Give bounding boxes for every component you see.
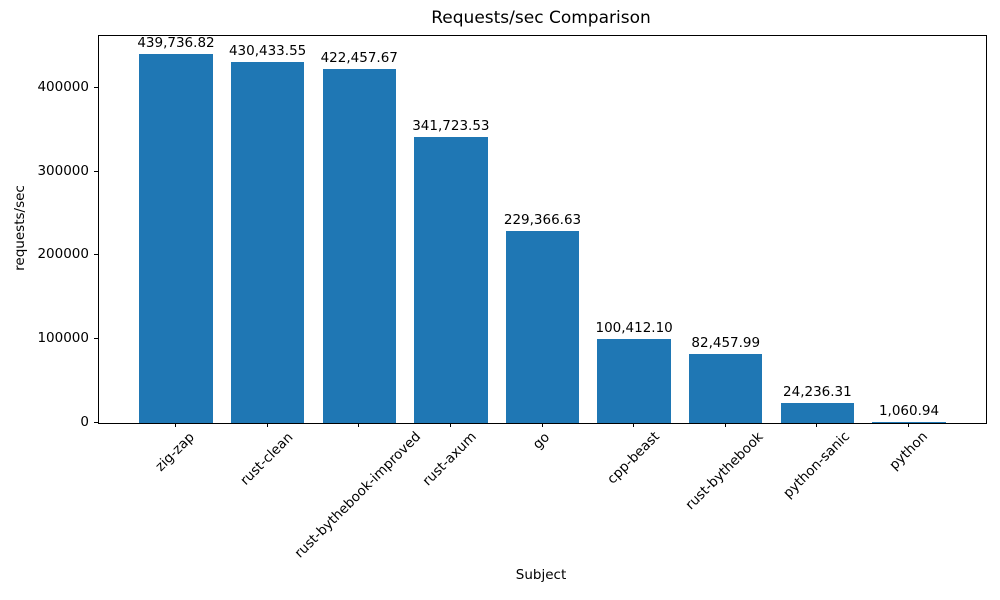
x-tick-label-rust-bythebook-improved: rust-bythebook-improved: [291, 429, 425, 562]
y-tick-label: 300000: [37, 162, 89, 179]
bar-rust-axum: [414, 137, 488, 423]
x-tick-label-rust-axum: rust-axum: [419, 428, 481, 490]
x-tick-label-zig-zap: zig-zap: [152, 428, 198, 475]
bar-value-label: 100,412.10: [595, 319, 673, 336]
bar-value-label: 341,723.53: [412, 117, 490, 134]
bar-rust-bythebook-improved: [322, 69, 396, 423]
y-tick-mark: [94, 422, 98, 423]
y-tick-label: 200000: [37, 246, 89, 263]
x-tick-mark: [358, 423, 360, 427]
bar-python-sanic: [780, 403, 855, 423]
bar-value-label: 1,060.94: [878, 402, 940, 419]
y-tick-mark: [94, 338, 98, 340]
x-tick-label-cpp-beast: cpp-beast: [603, 429, 663, 488]
bar-value-label: 439,736.82: [137, 34, 215, 51]
bar-go: [505, 231, 580, 423]
bar-rust-clean: [230, 62, 305, 423]
x-tick-label-go: go: [529, 429, 554, 453]
x-tick-mark: [816, 423, 818, 427]
bar-value-label: 82,457.99: [691, 334, 761, 351]
chart-title: Requests/sec Comparison: [431, 8, 651, 28]
x-tick-label-python: python: [885, 428, 931, 474]
x-tick-mark: [266, 423, 268, 427]
x-tick-mark: [541, 423, 543, 427]
plot-area: 439,736.82 430,433.55 422,457.67 341,723.53…: [98, 35, 987, 424]
x-axis-label: Subject: [515, 567, 567, 583]
bar-value-label: 422,457.67: [320, 49, 398, 66]
x-tick-label-python-sanic: python-sanic: [779, 428, 853, 502]
x-tick-mark: [633, 423, 635, 427]
bar-cpp-beast: [597, 339, 671, 423]
y-tick-mark: [94, 86, 98, 88]
x-tick-mark: [174, 423, 176, 427]
bar-value-label: 430,433.55: [228, 42, 307, 59]
bar-zig-zap: [139, 54, 213, 423]
bar-rust-bythebook: [689, 354, 763, 423]
x-tick-label-rust-bythebook: rust-bythebook: [682, 429, 767, 514]
bar-value-label: 229,366.63: [503, 211, 582, 228]
y-tick-label: 0: [80, 414, 89, 430]
y-tick-mark: [94, 170, 98, 172]
x-tick-mark: [449, 423, 451, 427]
bar-python: [872, 422, 946, 423]
y-tick-label: 400000: [37, 78, 89, 95]
x-tick-mark: [908, 423, 910, 427]
bar-value-label: 24,236.31: [783, 383, 852, 400]
x-tick-label-rust-clean: rust-clean: [236, 429, 296, 489]
x-tick-mark: [724, 423, 726, 427]
y-tick-mark: [94, 254, 98, 256]
y-tick-label: 100000: [37, 330, 89, 347]
